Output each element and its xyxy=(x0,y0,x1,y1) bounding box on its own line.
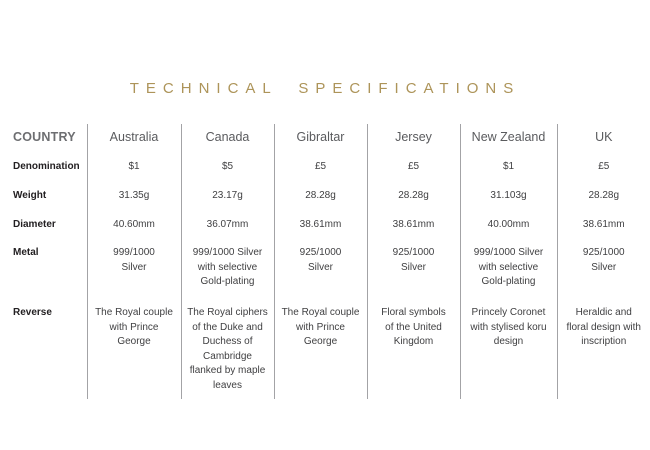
page-title: TECHNICAL SPECIFICATIONS xyxy=(129,80,521,97)
cell-metal-australia: 999/1000 Silver xyxy=(87,242,182,302)
table-row-metal: Metal 999/1000 Silver 999/1000 Silver wi… xyxy=(0,242,650,302)
cell-reverse-new-zealand: Princely Coronet with stylised koru desi… xyxy=(460,302,558,399)
row-label-reverse: Reverse xyxy=(0,302,88,399)
table-row-reverse: Reverse The Royal couple with Prince Geo… xyxy=(0,302,650,399)
column-header-canada: Canada xyxy=(181,124,275,155)
table-header-row: COUNTRY Australia Canada Gibraltar Jerse… xyxy=(0,124,650,155)
column-header-new-zealand: New Zealand xyxy=(460,124,558,155)
cell-metal-gibraltar: 925/1000 Silver xyxy=(274,242,368,302)
cell-weight-jersey: 28.28g xyxy=(367,184,461,213)
table-row-diameter: Diameter 40.60mm 36.07mm 38.61mm 38.61mm… xyxy=(0,213,650,242)
row-label-weight: Weight xyxy=(0,184,88,213)
row-label-metal: Metal xyxy=(0,242,88,302)
cell-denomination-jersey: £5 xyxy=(367,155,461,184)
column-header-australia: Australia xyxy=(87,124,182,155)
cell-diameter-gibraltar: 38.61mm xyxy=(274,213,368,242)
cell-reverse-canada: The Royal ciphers of the Duke and Duches… xyxy=(181,302,275,399)
row-label-diameter: Diameter xyxy=(0,213,88,242)
cell-weight-gibraltar: 28.28g xyxy=(274,184,368,213)
cell-diameter-canada: 36.07mm xyxy=(181,213,275,242)
cell-reverse-jersey: Floral symbols of the United Kingdom xyxy=(367,302,461,399)
cell-metal-uk: 925/1000 Silver xyxy=(582,247,625,273)
cell-diameter-uk: 38.61mm xyxy=(582,219,625,230)
cell-reverse-australia: The Royal couple with Prince George xyxy=(87,302,182,399)
cell-reverse-uk: Heraldic and floral design with inscript… xyxy=(566,307,641,347)
cell-diameter-new-zealand: 40.00mm xyxy=(460,213,558,242)
cell-denomination-gibraltar: £5 xyxy=(274,155,368,184)
cell-denomination-australia: $1 xyxy=(87,155,182,184)
cell-weight-uk: 28.28g xyxy=(588,190,620,201)
column-header-country: COUNTRY xyxy=(0,124,88,155)
cell-reverse-gibraltar: The Royal couple with Prince George xyxy=(274,302,368,399)
cell-weight-canada: 23.17g xyxy=(181,184,275,213)
column-header-jersey: Jersey xyxy=(367,124,461,155)
cell-metal-jersey: 925/1000 Silver xyxy=(367,242,461,302)
column-header-gibraltar: Gibraltar xyxy=(274,124,368,155)
cell-denomination-new-zealand: $1 xyxy=(460,155,558,184)
column-header-uk: UK xyxy=(595,130,613,144)
cell-diameter-jersey: 38.61mm xyxy=(367,213,461,242)
cell-diameter-australia: 40.60mm xyxy=(87,213,182,242)
table-row-denomination: Denomination $1 $5 £5 £5 $1 £5 xyxy=(0,155,650,184)
cell-metal-canada: 999/1000 Silver with selective Gold-plat… xyxy=(181,242,275,302)
cell-weight-new-zealand: 31.103g xyxy=(460,184,558,213)
cell-denomination-uk: £5 xyxy=(598,161,610,172)
row-label-denomination: Denomination xyxy=(0,155,88,184)
table-row-weight: Weight 31.35g 23.17g 28.28g 28.28g 31.10… xyxy=(0,184,650,213)
cell-denomination-canada: $5 xyxy=(181,155,275,184)
cell-weight-australia: 31.35g xyxy=(87,184,182,213)
spec-table: COUNTRY Australia Canada Gibraltar Jerse… xyxy=(0,124,650,399)
cell-metal-new-zealand: 999/1000 Silver with selective Gold-plat… xyxy=(460,242,558,302)
page: TECHNICAL SPECIFICATIONS COUNTRY Austral… xyxy=(0,80,650,399)
